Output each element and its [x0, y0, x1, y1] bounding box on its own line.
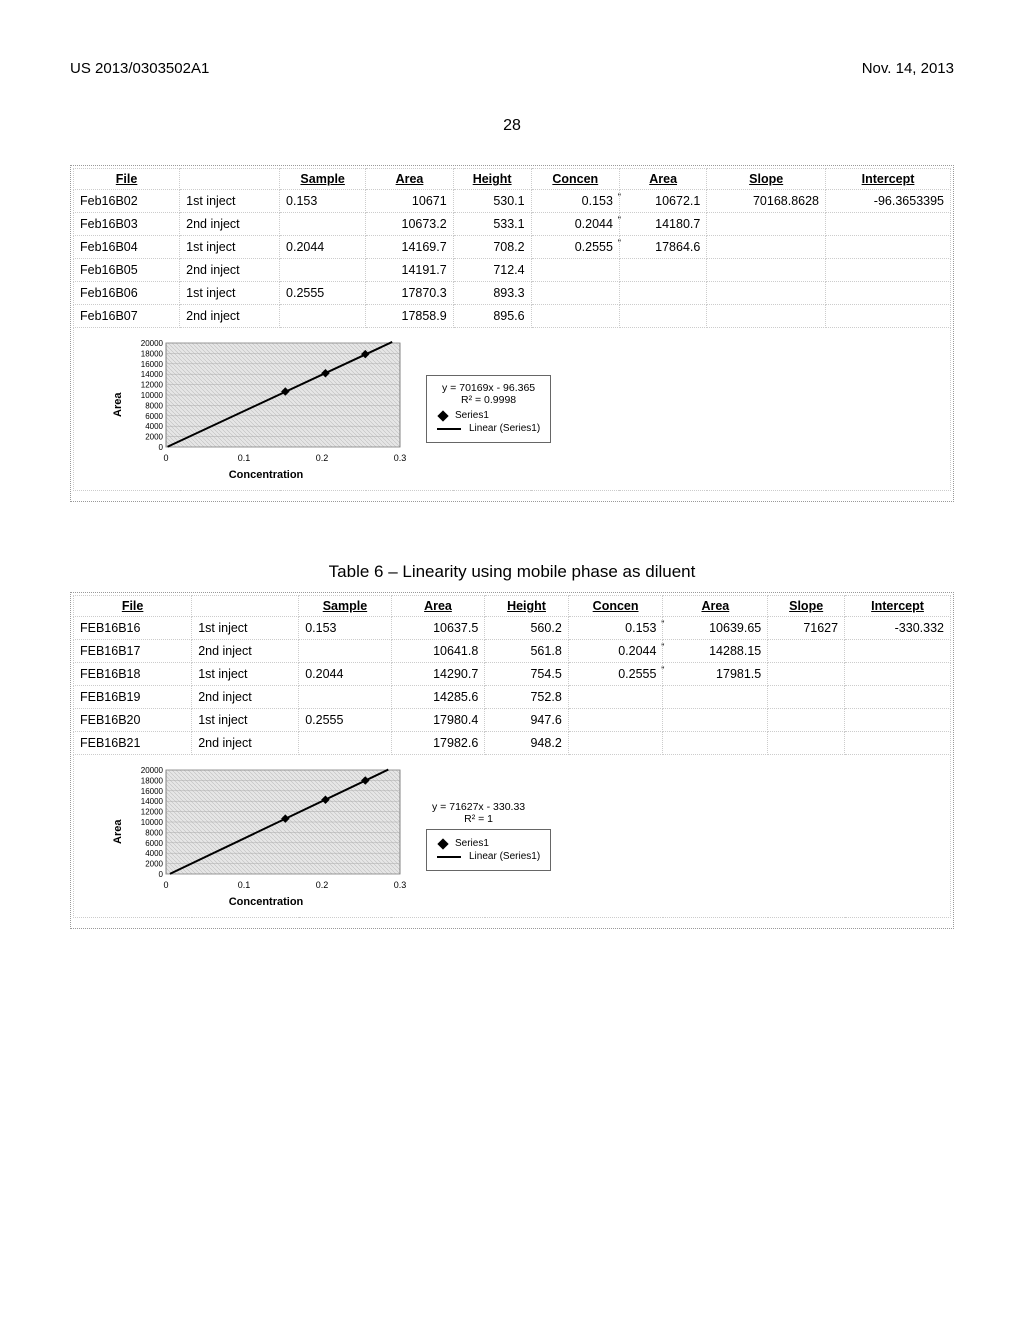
page-number: 28 — [70, 117, 954, 135]
chart1: Area 02000400060008000100001200014000160… — [80, 331, 944, 487]
svg-text:8000: 8000 — [145, 401, 163, 410]
svg-text:0.1: 0.1 — [238, 453, 251, 463]
table-row: FEB16B172nd inject10641.8561.80.20441428… — [74, 640, 951, 663]
chart-svg: 0200040006000800010000120001400016000180… — [126, 764, 406, 894]
svg-text:16000: 16000 — [141, 787, 164, 796]
chart2: Area 02000400060008000100001200014000160… — [80, 758, 944, 914]
svg-text:14000: 14000 — [141, 797, 164, 806]
col-header: Slope — [707, 169, 826, 190]
table2: FileSampleAreaHeightConcenAreaSlopeInter… — [73, 595, 951, 918]
svg-text:0.1: 0.1 — [238, 880, 251, 890]
page-header: US 2013/0303502A1 Nov. 14, 2013 — [70, 60, 954, 77]
svg-text:4000: 4000 — [145, 422, 163, 431]
svg-text:14000: 14000 — [141, 370, 164, 379]
table-row: FEB16B212nd inject17982.6948.2 — [74, 732, 951, 755]
svg-text:20000: 20000 — [141, 339, 164, 348]
table-row: Feb16B061st inject0.255517870.3893.3 — [74, 282, 951, 305]
svg-text:20000: 20000 — [141, 766, 164, 775]
svg-text:8000: 8000 — [145, 828, 163, 837]
svg-text:6000: 6000 — [145, 412, 163, 421]
col-header: Height — [453, 169, 531, 190]
table-row: Feb16B041st inject0.204414169.7708.20.25… — [74, 236, 951, 259]
col-header: Area — [619, 169, 706, 190]
svg-text:12000: 12000 — [141, 808, 164, 817]
col-header: Height — [485, 596, 568, 617]
chart-equation: y = 70169x - 96.365R² = 0.9998 — [437, 382, 540, 406]
table1-wrap: FileSampleAreaHeightConcenAreaSlopeInter… — [70, 165, 954, 502]
table-row: FEB16B192nd inject14285.6752.8 — [74, 686, 951, 709]
table-row: Feb16B052nd inject14191.7712.4 — [74, 259, 951, 282]
chart-svg: 0200040006000800010000120001400016000180… — [126, 337, 406, 467]
table2-caption: Table 6 – Linearity using mobile phase a… — [70, 562, 954, 582]
svg-text:0: 0 — [159, 870, 164, 879]
page: US 2013/0303502A1 Nov. 14, 2013 28 File S… — [0, 0, 1024, 1069]
svg-text:0.3: 0.3 — [394, 880, 406, 890]
svg-text:0: 0 — [163, 453, 168, 463]
table-row: FEB16B181st inject0.204414290.7754.50.25… — [74, 663, 951, 686]
chart-ylabel: Area — [112, 401, 124, 417]
svg-text:2000: 2000 — [145, 860, 163, 869]
col-header: Sample — [280, 169, 366, 190]
svg-text:2000: 2000 — [145, 433, 163, 442]
svg-text:12000: 12000 — [141, 381, 164, 390]
chart-legend: y = 70169x - 96.365R² = 0.9998 Series1 L… — [426, 375, 551, 443]
svg-text:10000: 10000 — [141, 391, 164, 400]
chart-xlabel: Concentration — [126, 896, 406, 908]
svg-text:6000: 6000 — [145, 839, 163, 848]
col-header: Intercept — [826, 169, 951, 190]
col-header: Concen — [531, 169, 619, 190]
col-header: File — [74, 169, 180, 190]
chart-equation: y = 71627x - 330.33R² = 1 — [406, 801, 551, 825]
col-header: Sample — [299, 596, 391, 617]
col-header: Area — [366, 169, 453, 190]
chart-xlabel: Concentration — [126, 469, 406, 481]
table-row: Feb16B072nd inject17858.9895.6 — [74, 305, 951, 328]
col-header: Area — [391, 596, 485, 617]
header-left: US 2013/0303502A1 — [70, 60, 209, 77]
col-header: Intercept — [845, 596, 951, 617]
svg-text:0: 0 — [159, 443, 164, 452]
col-header: Concen — [568, 596, 663, 617]
table-row: Feb16B032nd inject10673.2533.10.20441418… — [74, 213, 951, 236]
table1: FileSampleAreaHeightConcenAreaSlopeInter… — [73, 168, 951, 491]
table-row: FEB16B161st inject0.15310637.5560.20.153… — [74, 617, 951, 640]
svg-text:4000: 4000 — [145, 849, 163, 858]
col-header: Area — [663, 596, 768, 617]
svg-text:18000: 18000 — [141, 349, 164, 358]
col-header — [192, 596, 299, 617]
col-header: Slope — [768, 596, 845, 617]
svg-text:0.2: 0.2 — [316, 453, 329, 463]
table-row: Feb16B021st inject0.15310671530.10.15310… — [74, 190, 951, 213]
svg-text:18000: 18000 — [141, 776, 164, 785]
svg-text:0: 0 — [163, 880, 168, 890]
chart-ylabel: Area — [112, 828, 124, 844]
svg-text:16000: 16000 — [141, 360, 164, 369]
svg-text:10000: 10000 — [141, 818, 164, 827]
svg-text:0.2: 0.2 — [316, 880, 329, 890]
table2-wrap: FileSampleAreaHeightConcenAreaSlopeInter… — [70, 592, 954, 929]
table-row: FEB16B201st inject0.255517980.4947.6 — [74, 709, 951, 732]
col-header — [180, 169, 280, 190]
col-header: File — [74, 596, 192, 617]
svg-text:0.3: 0.3 — [394, 453, 406, 463]
header-right: Nov. 14, 2013 — [862, 60, 954, 77]
chart-legend: Series1 Linear (Series1) — [426, 829, 551, 871]
